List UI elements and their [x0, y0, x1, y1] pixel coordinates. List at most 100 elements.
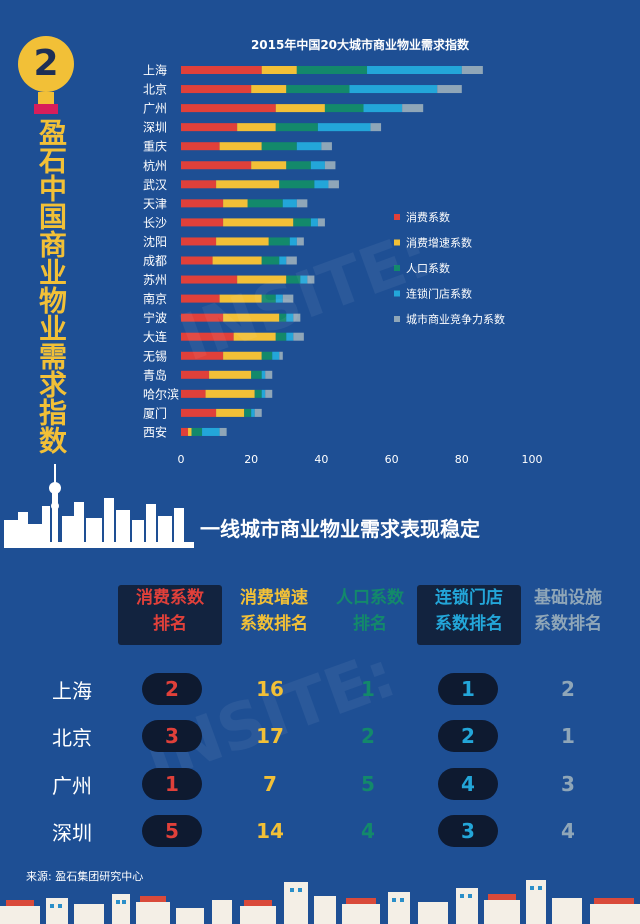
- bar-segment: [279, 351, 283, 360]
- header-line1: 连锁门店: [435, 588, 503, 608]
- bar-segment: [223, 351, 262, 360]
- header-line1: 消费增速: [240, 588, 308, 608]
- bar-segment: [289, 237, 297, 246]
- category-label: 杭州: [143, 158, 167, 173]
- rank-cell: 1: [438, 673, 498, 705]
- section-subtitle: 一线城市商业物业需求表现稳定: [200, 517, 480, 541]
- rank-cell: 4: [361, 819, 375, 843]
- x-tick-label: 100: [522, 453, 543, 466]
- bar-segment: [205, 389, 255, 398]
- header-line2: 系数排名: [534, 614, 602, 634]
- rank-cell: 4: [438, 768, 498, 800]
- rank-cell: 2: [438, 720, 498, 752]
- legend-label: 连锁门店系数: [406, 287, 472, 301]
- bar-segment: [363, 104, 403, 113]
- row-city-label: 上海: [52, 679, 92, 703]
- category-label: 上海: [143, 63, 167, 78]
- bar-segment: [286, 275, 301, 284]
- bar-segment: [261, 66, 297, 74]
- bar-segment: [293, 218, 311, 227]
- rank-cell: 17: [256, 724, 284, 748]
- bar-segment: [314, 180, 329, 189]
- bar-segment: [286, 332, 294, 341]
- bar-segment: [181, 389, 206, 398]
- bar-segment: [324, 161, 336, 170]
- row-city-label: 广州: [52, 774, 92, 798]
- legend-label: 消费增速系数: [406, 236, 472, 250]
- badge-stem: [38, 92, 54, 104]
- bar-segment: [286, 161, 311, 170]
- bar-segment: [261, 142, 297, 151]
- skyline-bottom-illustration: [0, 880, 640, 924]
- bar-segment: [181, 370, 210, 379]
- category-label: 无锡: [143, 348, 167, 363]
- bar-segment: [296, 237, 304, 246]
- bar-segment: [370, 123, 382, 132]
- bar-segment: [181, 199, 224, 208]
- x-tick-label: 40: [314, 453, 328, 466]
- header-population-rank: 人口系数 排名: [318, 585, 422, 645]
- category-label: 沈阳: [143, 234, 167, 249]
- bar-segment: [181, 294, 220, 303]
- bar-segment: [265, 389, 273, 398]
- bar-segment: [265, 370, 273, 379]
- bar-segment: [261, 351, 273, 360]
- bar-segment: [310, 161, 325, 170]
- bar-segment: [181, 66, 262, 74]
- legend-swatch: [394, 265, 400, 271]
- bar-segment: [219, 142, 262, 151]
- bar-segment: [310, 218, 318, 227]
- bar-segment: [212, 256, 262, 265]
- legend-label: 人口系数: [406, 262, 450, 275]
- bar-segment: [279, 180, 315, 189]
- category-label: 大连: [143, 329, 167, 344]
- bar-segment: [272, 351, 280, 360]
- bar-segment: [321, 142, 332, 151]
- bar-segment: [251, 408, 255, 417]
- header-consumption-growth-rank: 消费增速 系数排名: [222, 585, 326, 645]
- bar-segment: [247, 199, 283, 208]
- bar-segment: [268, 237, 290, 246]
- rank-cell: 3: [561, 772, 575, 796]
- bar-segment: [254, 408, 262, 417]
- legend-label: 城市商业竞争力系数: [406, 312, 505, 326]
- bar-segment: [216, 180, 280, 189]
- rank-cell: 1: [142, 768, 202, 800]
- bar-segment: [244, 408, 252, 417]
- rank-cell: 16: [256, 677, 284, 701]
- header-line2: 系数排名: [435, 614, 503, 634]
- bar-segment: [349, 85, 438, 94]
- bar-segment: [286, 256, 297, 265]
- category-label: 苏州: [143, 273, 167, 287]
- x-tick-label: 60: [385, 453, 399, 466]
- bar-segment: [261, 389, 266, 398]
- number-badge: 2: [18, 36, 74, 92]
- category-label: 西安: [143, 424, 167, 439]
- bar-segment: [181, 275, 238, 284]
- bar-segment: [286, 313, 294, 322]
- bar-segment: [261, 256, 280, 265]
- bar-segment: [275, 332, 287, 341]
- row-city-label: 深圳: [52, 821, 92, 845]
- category-label: 长沙: [143, 216, 167, 230]
- bar-segment: [219, 294, 262, 303]
- bar-segment: [188, 427, 192, 436]
- header-chain-store-rank: 连锁门店 系数排名: [417, 585, 521, 645]
- bar-segment: [254, 389, 262, 398]
- header-line1: 人口系数: [336, 588, 404, 608]
- category-label: 武汉: [143, 178, 167, 192]
- bar-segment: [181, 256, 213, 265]
- bar-segment: [275, 104, 325, 113]
- x-tick-label: 0: [178, 453, 185, 466]
- bar-segment: [282, 199, 297, 208]
- source-note: 来源: 盈石集团研究中心: [26, 870, 144, 883]
- bar-segment: [181, 142, 220, 151]
- header-line2: 排名: [353, 614, 387, 634]
- bar-segment: [296, 199, 308, 208]
- bar-segment: [282, 294, 294, 303]
- bar-segment: [181, 351, 224, 360]
- bar-segment: [181, 123, 238, 132]
- bar-segment: [275, 294, 283, 303]
- category-label: 青岛: [143, 367, 167, 382]
